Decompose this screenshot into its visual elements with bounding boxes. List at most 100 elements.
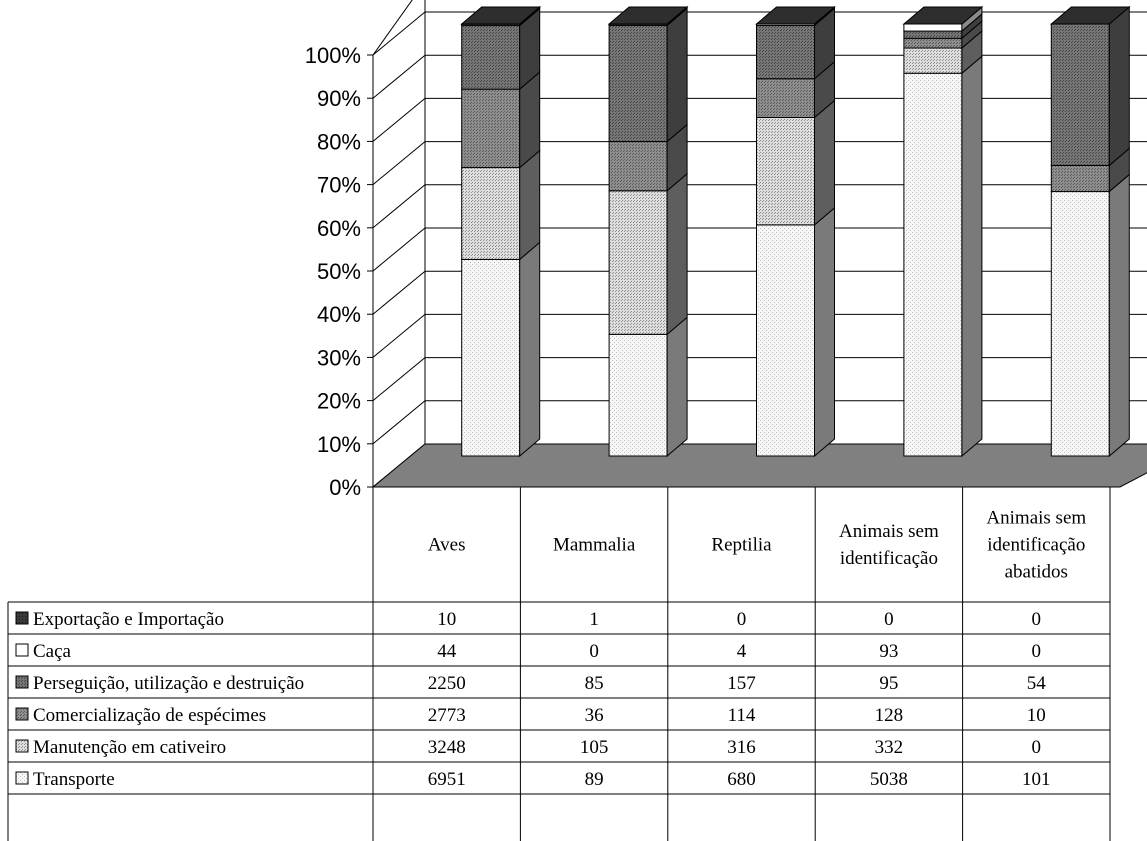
bar-top	[460, 6, 542, 25]
legend-swatch	[15, 675, 29, 689]
bar-top	[607, 6, 689, 25]
bar-segment-front	[903, 47, 963, 74]
category-label: identificação	[987, 535, 1085, 556]
bar-segment-front	[756, 116, 815, 226]
category-label: Reptilia	[711, 535, 772, 556]
table-cell-value: 4	[737, 641, 747, 662]
table-cell-value: 332	[875, 737, 904, 758]
bar-segment-side	[1108, 5, 1130, 167]
side-wall-top	[372, 0, 413, 56]
table-cell-value: 0	[884, 609, 894, 630]
legend-swatch	[15, 643, 29, 657]
table-cell-value: 10	[1027, 705, 1046, 726]
bar-segment-front	[903, 30, 963, 39]
bar-top	[902, 6, 984, 25]
legend-swatch	[15, 739, 29, 753]
bar-segment-front	[608, 24, 668, 143]
bar-segment-side	[519, 241, 541, 458]
bar-segment-front	[1050, 191, 1110, 457]
table-cell-value: 1	[589, 609, 599, 630]
side-gridline	[372, 184, 426, 229]
table-cell-value: 54	[1027, 673, 1047, 694]
bar-segment-side	[666, 172, 688, 336]
y-tick-label: 70%	[317, 173, 361, 198]
y-tick-label: 20%	[317, 389, 361, 414]
y-tick-label: 50%	[317, 259, 361, 284]
table-cell-value: 105	[580, 737, 609, 758]
legend-label: Perseguição, utilização e destruição	[33, 673, 304, 694]
category-label: Animais sem	[839, 521, 939, 542]
table-cell-value: 0	[589, 641, 599, 662]
bar-segment-front	[461, 88, 521, 169]
category-label: abatidos	[1005, 562, 1068, 583]
table-cell-value: 89	[585, 769, 604, 790]
table-cell-value: 2250	[428, 673, 466, 694]
category-label: Animais sem	[986, 508, 1086, 529]
table-cell-value: 0	[1032, 609, 1042, 630]
bar-segment-side	[666, 7, 688, 143]
y-tick-label: 100%	[305, 43, 361, 68]
side-gridline	[372, 11, 426, 56]
table-cell-value: 0	[1032, 737, 1042, 758]
table-cell-value: 114	[728, 705, 756, 726]
table-cell-value: 128	[875, 705, 904, 726]
legend-swatch	[15, 707, 29, 721]
bar-segment-side	[814, 206, 835, 458]
bar-segment-front	[608, 333, 668, 457]
bar-segment-side	[814, 99, 835, 226]
y-tick-label: 10%	[317, 432, 361, 457]
bar-top	[755, 6, 836, 25]
side-gridline	[372, 227, 426, 272]
legend-swatch	[15, 611, 29, 625]
bars	[460, 5, 1131, 458]
table-cell-value: 0	[1032, 641, 1042, 662]
legend-swatch	[15, 771, 29, 785]
bar-segment-side	[961, 55, 983, 458]
category-label: identificação	[840, 548, 938, 569]
category-label: Mammalia	[553, 535, 636, 556]
bar-segment-front	[461, 25, 521, 90]
side-gridline	[372, 98, 426, 142]
bar-segment-front	[608, 190, 668, 335]
bar-segment-side	[666, 316, 688, 458]
bar-segment-front	[1050, 23, 1110, 166]
bar-top	[1049, 6, 1131, 25]
y-tick-label: 30%	[317, 345, 361, 370]
table-cell-value: 5038	[870, 769, 908, 790]
bar-segment-side	[1108, 173, 1130, 458]
table-cell-value: 157	[727, 673, 756, 694]
table-cell-value: 10	[437, 609, 456, 630]
table-cell-value: 680	[727, 769, 756, 790]
bar-segment-front	[903, 72, 963, 457]
table-cell-value: 93	[879, 641, 898, 662]
table-cell-value: 0	[737, 609, 747, 630]
legend-label: Exportação e Importação	[33, 609, 224, 630]
table-cell-value: 36	[585, 705, 604, 726]
bar-segment-front	[903, 37, 963, 49]
legend-label: Transporte	[33, 769, 115, 790]
legend-label: Comercialização de espécimes	[33, 705, 266, 726]
bar-segment-front	[756, 78, 815, 118]
bar-segment-front	[756, 224, 815, 457]
bar-segment-front	[461, 167, 521, 260]
table-cell-value: 85	[585, 673, 604, 694]
side-gridline	[372, 141, 426, 185]
bar-segment-front	[461, 258, 521, 457]
legend-label: Manutenção em cativeiro	[33, 737, 226, 758]
bar-segment-front	[756, 24, 815, 80]
y-tick-label: 60%	[317, 216, 361, 241]
table-cell-value: 2773	[428, 705, 466, 726]
category-label: Aves	[428, 535, 466, 556]
bar-segment-front	[903, 23, 963, 32]
y-tick-label: 90%	[317, 86, 361, 111]
table-cell-value: 6951	[428, 769, 466, 790]
side-gridline	[372, 400, 426, 445]
data-table: Aves Mammalia Reptilia Animais sem identific…	[7, 487, 1111, 841]
table-cell-value: 316	[727, 737, 756, 758]
bar-segment-side	[519, 149, 541, 261]
table-cell-value: 44	[437, 641, 457, 662]
y-tick-label: 0%	[329, 475, 361, 500]
table-cell-value: 101	[1022, 769, 1051, 790]
side-gridline	[372, 357, 426, 401]
